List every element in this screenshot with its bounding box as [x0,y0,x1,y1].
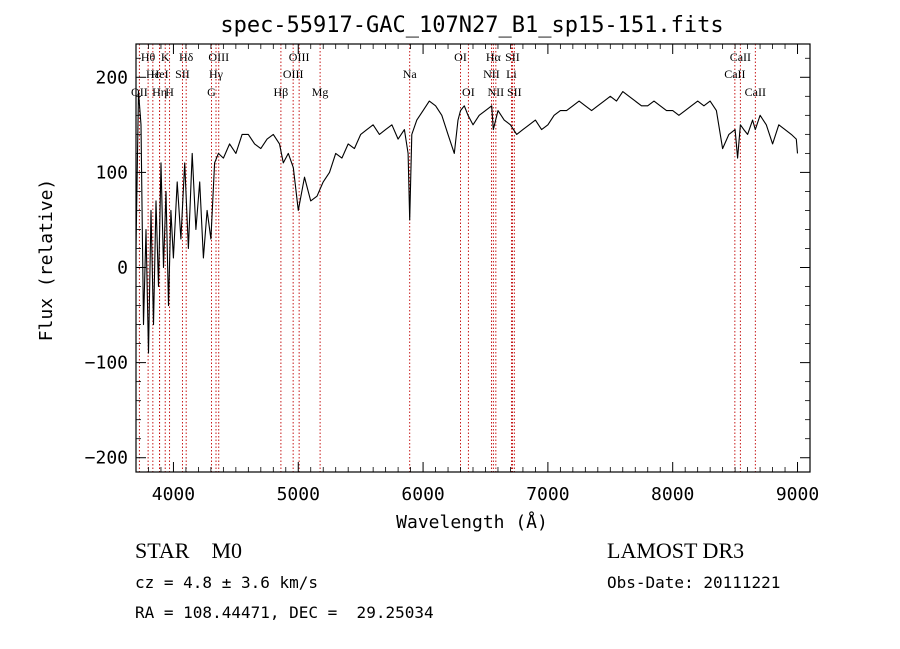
object-class: STAR M0 [135,538,242,564]
line-label-8: Hδ [179,50,194,64]
line-label-27: CaII [745,85,766,99]
line-label-6: H [165,85,174,99]
spectral-line-markers [138,44,756,472]
line-label-13: OIII [283,67,304,81]
x-tick-label-0: 4000 [152,484,195,505]
x-axis-label: Wavelength (Å) [396,511,548,533]
coordinates: RA = 108.44471, DEC = 29.25034 [135,603,434,622]
y-axis-ticks: −200 −100 0 100 200 [85,57,810,469]
x-tick-label-5: 9000 [776,484,819,505]
line-label-0: Hθ [141,50,156,64]
line-label-23: Li [506,67,517,81]
cz-value: cz = 4.8 ± 3.6 km/s [135,573,319,592]
line-label-18: OI [462,85,475,99]
plot-frame [135,43,811,473]
y-tick-label-3: 100 [95,162,128,183]
spectrum-chart: spec-55917-GAC_107N27_B1_sp15-151.fits H… [36,13,819,533]
x-tick-label-2: 6000 [401,484,444,505]
y-tick-label-1: −100 [85,353,128,374]
x-tick-label-1: 5000 [277,484,320,505]
line-label-21: NII [488,85,505,99]
line-label-4: K [161,50,170,64]
y-tick-label-0: −200 [85,448,128,469]
line-label-25: CaII [730,50,751,64]
class-label: STAR [135,538,190,563]
line-label-5: HeI [151,67,169,81]
line-label-26: CaII [724,67,745,81]
y-tick-label-2: 0 [117,258,128,279]
line-label-20: NII [483,67,500,81]
line-label-14: Hβ [274,85,289,99]
line-label-17: OI [454,50,467,64]
x-tick-label-4: 8000 [651,484,694,505]
line-label-12: OIII [289,50,310,64]
obs-date: Obs-Date: 20111221 [607,573,781,592]
flux-series [135,91,799,354]
line-label-19: Hα [486,50,502,64]
chart-title: spec-55917-GAC_107N27_B1_sp15-151.fits [220,13,723,38]
line-label-22: SII [505,50,520,64]
line-label-2: Hε [146,67,160,81]
line-label-16: Na [403,67,418,81]
x-axis-ticks: 4000 5000 6000 7000 8000 9000 [135,44,819,505]
subclass-label: M0 [211,538,243,563]
y-axis-label: Flux (relative) [36,179,57,342]
line-label-10: Hγ [209,67,224,81]
line-label-15: Mg [312,85,329,99]
series-line-0 [135,91,799,354]
line-label-3: Hη [152,85,167,99]
survey-label: LAMOST DR3 [607,538,745,563]
line-label-9: OIII [208,50,229,64]
x-tick-label-3: 7000 [526,484,569,505]
line-label-7: SII [175,67,190,81]
y-tick-label-4: 200 [95,67,128,88]
line-label-1: OII [131,85,148,99]
line-label-24: SII [507,85,522,99]
line-label-11: G [207,85,216,99]
